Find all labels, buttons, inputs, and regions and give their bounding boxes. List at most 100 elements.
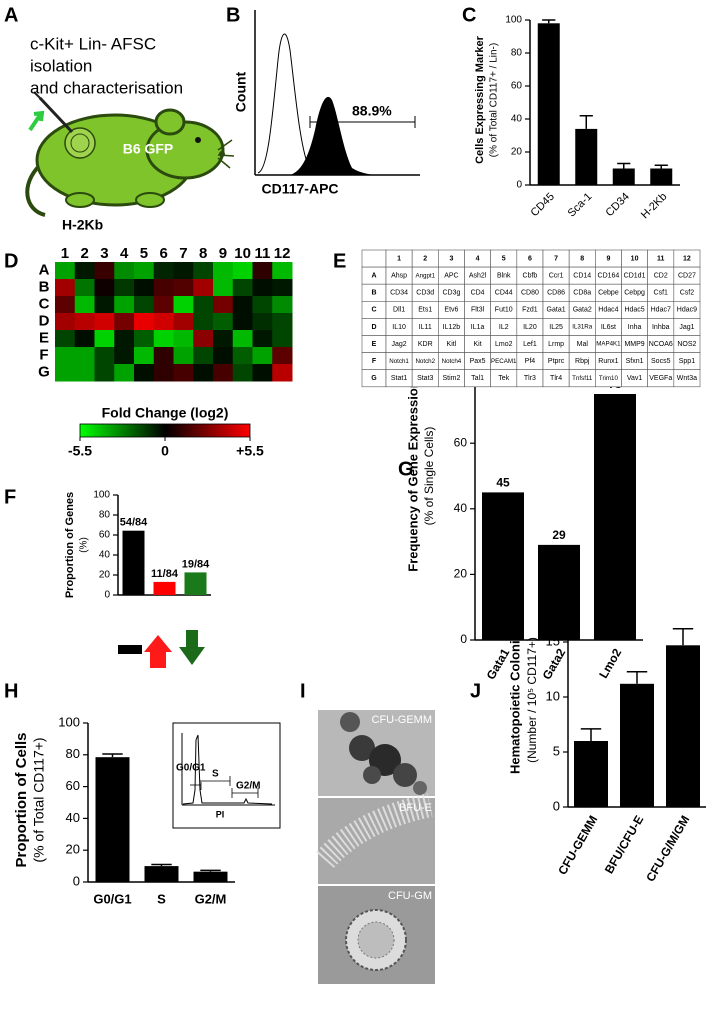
bar bbox=[184, 572, 207, 595]
table-text: Mal bbox=[577, 341, 589, 348]
bar bbox=[193, 871, 228, 882]
x-tick-label: Sca-1 bbox=[566, 191, 595, 220]
table-text: CD4 bbox=[471, 290, 485, 297]
heatmap-col-label: 3 bbox=[100, 245, 108, 262]
colony-label: BFU-E bbox=[399, 802, 432, 814]
table-text: Notch1 bbox=[389, 358, 409, 365]
table-text: Tlr4 bbox=[550, 375, 562, 382]
table-text: MAP4K1 bbox=[596, 341, 621, 348]
table-header: 1 bbox=[397, 255, 401, 262]
heatmap-cell bbox=[173, 313, 194, 331]
bar bbox=[620, 683, 654, 807]
y-tick-label: 20 bbox=[66, 842, 80, 857]
heatmap-cell bbox=[193, 296, 214, 314]
heatmap-cell bbox=[94, 347, 115, 365]
bar bbox=[144, 866, 179, 882]
y-tick-label: 60 bbox=[66, 778, 80, 793]
table-text: IL2 bbox=[499, 324, 509, 331]
value-label: 54/84 bbox=[120, 517, 148, 529]
heatmap-cell bbox=[173, 262, 194, 280]
table-text: CD34 bbox=[390, 290, 408, 297]
table-text: Csf1 bbox=[654, 290, 669, 297]
heatmap-cell bbox=[213, 279, 234, 297]
y-tick-label: 10 bbox=[546, 688, 560, 703]
y-tick-label: 80 bbox=[99, 510, 111, 521]
heatmap-row-label: B bbox=[39, 278, 50, 295]
table-text: IL11 bbox=[419, 324, 432, 331]
heatmap-cell bbox=[94, 279, 115, 297]
table-text: Hdac4 bbox=[598, 307, 618, 314]
inset-x-label: PI bbox=[216, 809, 225, 819]
heatmap-cell bbox=[252, 279, 273, 297]
heatmap-cell bbox=[55, 313, 76, 331]
error-bar bbox=[102, 753, 123, 758]
table-text: Gata2 bbox=[573, 307, 592, 314]
colorbar-tick-label: -5.5 bbox=[68, 443, 92, 459]
table-text: CD3d bbox=[416, 290, 434, 297]
panel-label: E bbox=[333, 250, 346, 272]
table-header: 5 bbox=[502, 255, 506, 262]
heatmap-cell bbox=[153, 262, 174, 280]
x-tick-label: S bbox=[157, 891, 166, 906]
x-tick-label: H-2Kb bbox=[639, 191, 670, 222]
table-text: IL10 bbox=[392, 324, 406, 331]
heatmap-cell bbox=[252, 296, 273, 314]
table-text: Ash2l bbox=[469, 272, 487, 279]
heatmap-cell bbox=[213, 330, 234, 348]
heatmap-cell bbox=[193, 330, 214, 348]
heatmap-cell bbox=[193, 313, 214, 331]
inset-label: S bbox=[212, 769, 219, 780]
table-text: Rbpj bbox=[575, 358, 590, 365]
heatmap-col-label: 7 bbox=[179, 245, 187, 262]
table-text: Tlr3 bbox=[524, 375, 536, 382]
heatmap-cell bbox=[173, 296, 194, 314]
colorbar-tick-label: 0 bbox=[161, 443, 169, 459]
table-text: IL25 bbox=[549, 324, 563, 331]
heatmap-cell bbox=[94, 313, 115, 331]
table-text: Cebpe bbox=[598, 290, 619, 297]
colorbar bbox=[79, 423, 251, 438]
panel-a-text: isolation bbox=[30, 56, 92, 75]
heatmap-cell bbox=[74, 364, 95, 382]
heatmap-cell bbox=[134, 296, 155, 314]
y-tick-label: 100 bbox=[93, 490, 110, 501]
x-axis-label: CD117-APC bbox=[261, 181, 338, 197]
panel-label: C bbox=[462, 4, 476, 26]
heatmap-col-label: 2 bbox=[80, 245, 88, 262]
table-text: Vav1 bbox=[627, 375, 643, 382]
heatmap-cell bbox=[153, 364, 174, 382]
heatmap-cell bbox=[74, 296, 95, 314]
heatmap-col-label: 12 bbox=[274, 245, 291, 262]
heatmap-cell bbox=[114, 262, 135, 280]
inset-label: G0/G1 bbox=[176, 763, 206, 774]
heatmap-cell bbox=[232, 313, 253, 331]
table-text: Gata1 bbox=[547, 307, 566, 314]
heatmap-cell bbox=[272, 279, 293, 297]
bar bbox=[666, 645, 700, 807]
table-text: IL6st bbox=[601, 324, 616, 331]
table-text: Pf4 bbox=[525, 358, 536, 365]
heatmap-cell bbox=[55, 262, 76, 280]
heatmap-cell bbox=[55, 330, 76, 348]
heatmap-cell bbox=[232, 262, 253, 280]
table-text: Hdac5 bbox=[624, 307, 644, 314]
table-text: Wnt3a bbox=[677, 375, 697, 382]
table-text: Cebpg bbox=[624, 290, 645, 297]
table-text: VEGFa bbox=[649, 375, 672, 382]
y-axis-label: Proportion of Cells bbox=[13, 733, 30, 868]
heatmap-cell bbox=[272, 296, 293, 314]
heatmap-cell bbox=[252, 330, 273, 348]
heatmap-cell bbox=[272, 313, 293, 331]
heatmap-cell bbox=[94, 364, 115, 382]
table-cell bbox=[361, 249, 387, 268]
table-text: MMP9 bbox=[624, 341, 644, 348]
heatmap-cell bbox=[114, 364, 135, 382]
y-axis-label: Hematopoietic Colonies bbox=[507, 626, 522, 774]
bar bbox=[594, 394, 636, 640]
heatmap-cell bbox=[213, 296, 234, 314]
x-tick-label: CFU-GEMM bbox=[555, 813, 600, 877]
table-text: IL12b bbox=[443, 324, 461, 331]
table-text: APC bbox=[444, 272, 458, 279]
heatmap-cell bbox=[114, 296, 135, 314]
heatmap-cell bbox=[94, 330, 115, 348]
